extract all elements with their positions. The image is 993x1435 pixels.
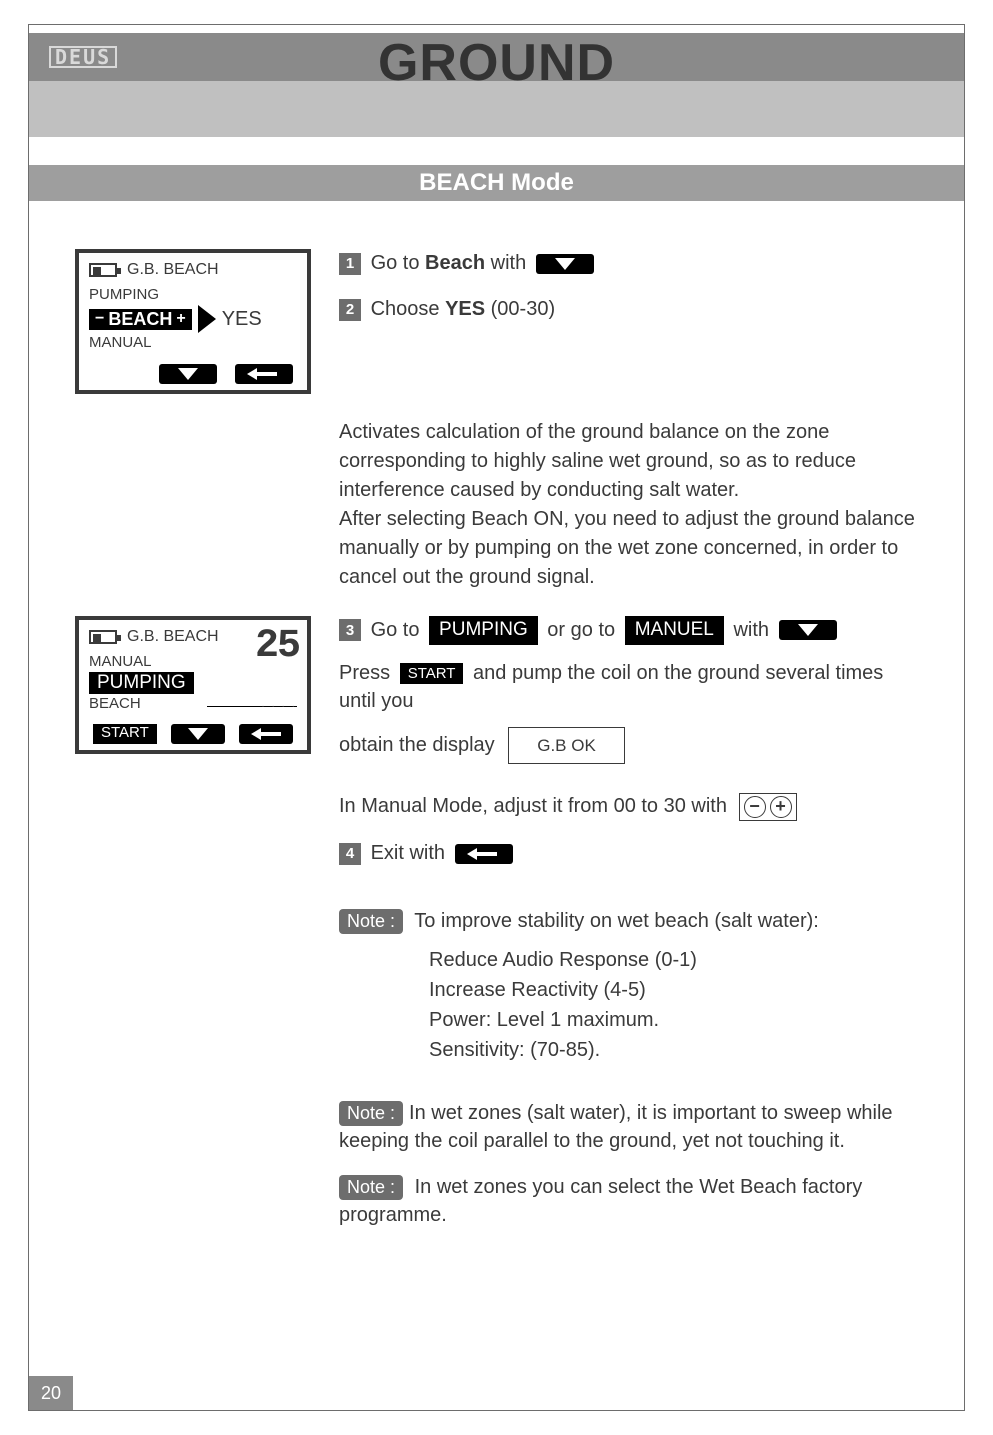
note-1-line: Note : To improve stability on wet beach… bbox=[339, 907, 918, 935]
lcd1-opt-top: PUMPING bbox=[89, 285, 297, 305]
manual-adjust-line: In Manual Mode, adjust it from 00 to 30 … bbox=[339, 792, 918, 821]
step-badge-1: 1 bbox=[339, 253, 361, 275]
battery-icon bbox=[89, 263, 117, 277]
step-badge-4: 4 bbox=[339, 843, 361, 865]
plus-circle-icon: + bbox=[770, 796, 792, 818]
note-label: Note : bbox=[339, 1175, 403, 1200]
title-band: GROUND bbox=[29, 81, 964, 137]
lcd-screen-2: 25 G.B. BEACH MANUAL PUMPING BEACH · · ·… bbox=[75, 616, 311, 755]
minus-circle-icon: − bbox=[744, 796, 766, 818]
manuel-label: MANUEL bbox=[625, 616, 724, 645]
step-badge-2: 2 bbox=[339, 299, 361, 321]
note-label: Note : bbox=[339, 909, 403, 934]
plus-icon: + bbox=[176, 310, 185, 328]
lcd2-start: START bbox=[93, 724, 157, 744]
lcd2-selected: PUMPING bbox=[89, 672, 194, 694]
tip-4: Sensitivity: (70-85). bbox=[429, 1035, 918, 1065]
lcd1-selected: − BEACH + bbox=[89, 309, 192, 330]
lcd1-opt-bottom: MANUAL bbox=[89, 333, 297, 353]
section-title: BEACH Mode bbox=[419, 169, 574, 197]
step-1-line: 1 Go to Beach with bbox=[339, 249, 918, 277]
press-line: Press START and pump the coil on the gro… bbox=[339, 659, 918, 715]
lcd-screen-1: G.B. BEACH PUMPING − BEACH + YES MANUAL bbox=[75, 249, 311, 394]
page-border: DEUS GROUND BEACH Mode G.B. BEACH PUMPIN… bbox=[28, 24, 965, 1411]
para-2: After selecting Beach ON, you need to ad… bbox=[339, 505, 918, 592]
page-number: 20 bbox=[29, 1376, 73, 1410]
tip-3: Power: Level 1 maximum. bbox=[429, 1005, 918, 1035]
step-2-line: 2 Choose YES (00-30) bbox=[339, 295, 918, 323]
tip-1: Reduce Audio Response (0-1) bbox=[429, 945, 918, 975]
lcd2-value: 25 bbox=[255, 624, 299, 669]
arrow-right-icon bbox=[198, 305, 216, 333]
plus-minus-box: − + bbox=[739, 793, 797, 821]
down-button-icon bbox=[536, 254, 594, 274]
note-2-line: Note :In wet zones (salt water), it is i… bbox=[339, 1099, 918, 1155]
back-button-icon bbox=[235, 364, 293, 384]
para-1: Activates calculation of the ground bala… bbox=[339, 418, 918, 505]
waveform-icon: · · · · bbox=[207, 700, 297, 714]
row-step-3: 25 G.B. BEACH MANUAL PUMPING BEACH · · ·… bbox=[75, 616, 918, 1240]
tips-block: Reduce Audio Response (0-1) Increase Rea… bbox=[429, 945, 918, 1065]
back-button-icon bbox=[455, 844, 513, 864]
section-band: BEACH Mode bbox=[29, 165, 964, 201]
page-title: GROUND bbox=[29, 33, 964, 93]
minus-icon: − bbox=[95, 310, 104, 328]
down-button-icon bbox=[171, 724, 225, 744]
lcd2-opt-bottom: BEACH bbox=[89, 694, 141, 714]
row-step-1-2: G.B. BEACH PUMPING − BEACH + YES MANUAL bbox=[75, 249, 918, 394]
step-4-line: 4 Exit with bbox=[339, 839, 918, 867]
pumping-label: PUMPING bbox=[429, 616, 538, 645]
down-button-icon bbox=[779, 620, 837, 640]
lcd2-title: G.B. BEACH bbox=[127, 628, 219, 646]
step-3-line: 3 Go to PUMPING or go to MANUEL with bbox=[339, 616, 918, 645]
start-label: START bbox=[400, 663, 464, 684]
gb-ok-box: G.B OK bbox=[508, 727, 625, 765]
note-3-line: Note : In wet zones you can select the W… bbox=[339, 1173, 918, 1229]
battery-icon bbox=[89, 630, 117, 644]
content: G.B. BEACH PUMPING − BEACH + YES MANUAL bbox=[29, 201, 964, 1239]
tip-2: Increase Reactivity (4-5) bbox=[429, 975, 918, 1005]
down-button-icon bbox=[159, 364, 217, 384]
lcd1-yes: YES bbox=[222, 308, 262, 331]
description-block: Activates calculation of the ground bala… bbox=[339, 418, 918, 592]
back-button-icon bbox=[239, 724, 293, 744]
obtain-line: obtain the display G.B OK bbox=[339, 727, 918, 765]
lcd1-title: G.B. BEACH bbox=[127, 261, 219, 279]
step-badge-3: 3 bbox=[339, 619, 361, 641]
note-label: Note : bbox=[339, 1101, 403, 1126]
